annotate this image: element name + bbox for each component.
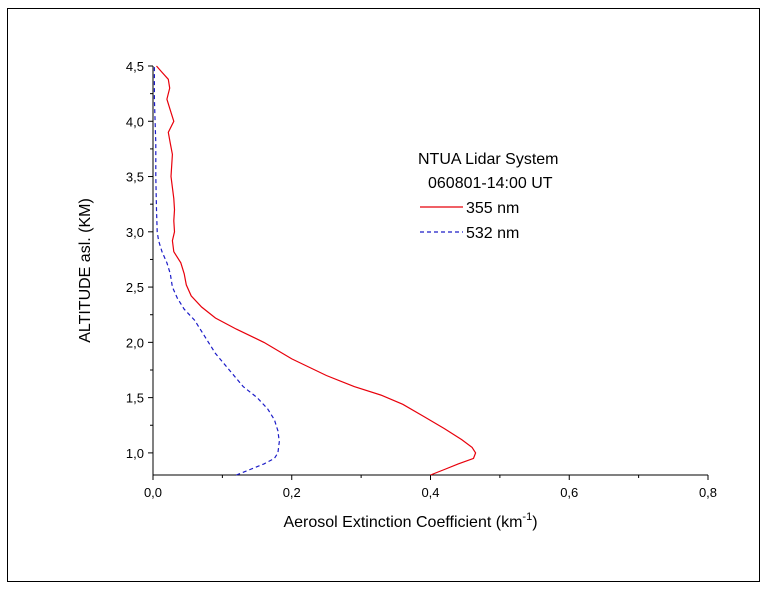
x-tick-label: 0,8 [699,485,717,500]
legend-label-355: 355 nm [466,200,519,217]
y-tick-label: 1,5 [126,391,144,406]
series-line-0 [156,65,477,476]
y-tick-label: 2,5 [126,280,144,295]
y-tick-label: 3,5 [126,170,144,185]
y-tick-label: 2,0 [126,335,144,350]
series-layer [153,65,477,476]
x-axis-title-end: ) [532,514,537,531]
y-tick-label: 3,0 [126,225,144,240]
x-axis-title-sup: -1 [522,511,532,523]
x-tick-label: 0,4 [421,485,439,500]
y-ticks: 1,0 1,5 2,0 2,5 3,0 3,5 4,0 4,5 [126,59,153,461]
x-axis-title: Aerosol Extinction Coefficient (km-1) [283,511,537,531]
legend: NTUA Lidar System 060801-14:00 UT 355 nm… [418,151,558,242]
y-tick-label: 4,0 [126,114,144,129]
legend-title-line1: NTUA Lidar System [418,151,558,168]
figure-frame [7,8,760,582]
legend-title-line2: 060801-14:00 UT [428,175,553,192]
series-line-1 [153,66,280,476]
x-ticks: 0,0 0,2 0,4 0,6 0,8 [144,475,717,500]
legend-label-532: 532 nm [466,225,519,242]
y-tick-label: 1,0 [126,446,144,461]
x-tick-label: 0,6 [560,485,578,500]
x-tick-label: 0,0 [144,485,162,500]
x-axis-title-main: Aerosol Extinction Coefficient (km [283,514,522,531]
y-tick-label: 4,5 [126,59,144,74]
x-tick-label: 0,2 [283,485,301,500]
axes [152,66,708,476]
y-axis-title: ALTITUDE asl. (KM) [77,198,94,343]
